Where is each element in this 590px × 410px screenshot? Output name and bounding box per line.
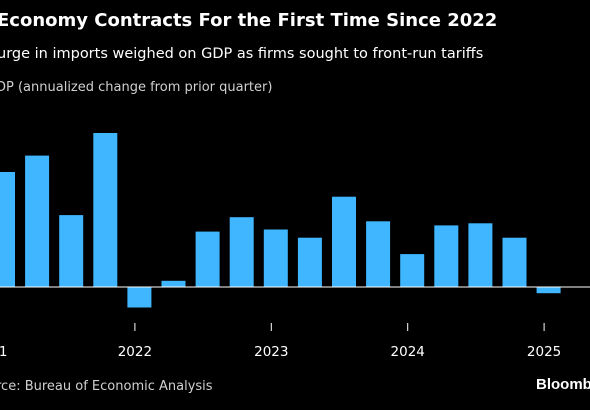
bar-2023-Q1 (263, 229, 288, 287)
bar-2024-Q3 (468, 223, 493, 287)
bar-2023-Q2 (297, 237, 322, 287)
x-tick-label: 2022 (118, 344, 152, 360)
bar-2021-Q3 (59, 215, 84, 287)
source-note: rce: Bureau of Economic Analysis (0, 379, 213, 394)
x-tick-label: 2025 (527, 344, 561, 360)
bars-group (0, 133, 561, 308)
chart-unit-label: DP (annualized change from prior quarter… (0, 80, 273, 95)
chart-subtitle: urge in imports weighed on GDP as firms … (0, 46, 484, 62)
bar-2022-Q4 (229, 217, 254, 287)
x-ticks-group: 21 2022 2023 2024 2025 (0, 323, 561, 360)
bar-2024-Q2 (434, 225, 459, 287)
bar-2023-Q4 (366, 221, 391, 287)
bar-2021-Q4 (93, 133, 118, 287)
bar-2024-Q1 (400, 254, 425, 287)
bar-2024-Q4 (502, 237, 527, 287)
chart-title: Economy Contracts For the First Time Sin… (0, 10, 498, 31)
bar-2021-Q1 (0, 172, 15, 287)
bar-2022-Q1 (127, 287, 152, 308)
x-tick-label: 2024 (391, 344, 425, 360)
bar-2025-Q1 (536, 287, 561, 294)
bar-2022-Q2 (161, 280, 186, 287)
x-tick-label: 21 (0, 344, 8, 360)
bar-2021-Q2 (25, 155, 50, 287)
bar-2023-Q3 (332, 196, 356, 287)
bloomberg-logo: Bloomb (536, 376, 590, 393)
bar-2022-Q3 (195, 231, 220, 287)
x-tick-label: 2023 (254, 344, 288, 360)
